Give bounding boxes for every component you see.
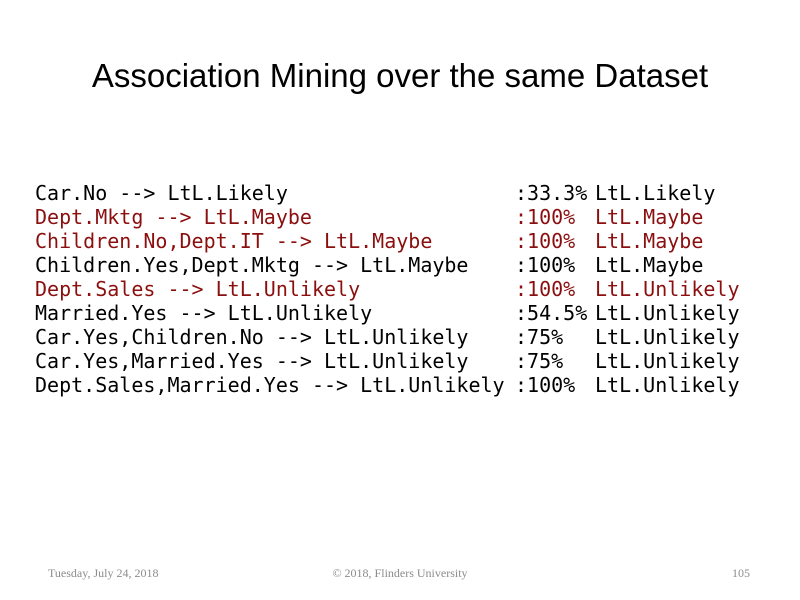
rule-text: Dept.Sales --> LtL.Unlikely (35, 277, 361, 301)
consequent: LtL.Unlikely (595, 277, 740, 301)
consequent: LtL.Unlikely (595, 373, 740, 397)
confidence: :100% (515, 229, 576, 253)
rule-text: Married.Yes --> LtL.Unlikely (35, 301, 373, 325)
confidence: :100% (515, 205, 576, 229)
consequent: LtL.Maybe (595, 253, 704, 277)
rule-text: Children.No,Dept.IT --> LtL.Maybe (35, 229, 433, 253)
rule-text: Car.Yes,Children.No --> LtL.Unlikely (35, 325, 469, 349)
slide-title: Association Mining over the same Dataset (91, 57, 709, 94)
consequent: LtL.Unlikely (595, 301, 740, 325)
confidence: :75% (515, 349, 564, 373)
confidence: :54.5% (515, 301, 588, 325)
confidence: :33.3% (515, 181, 588, 205)
footer-copyright: © 2018, Flinders University (332, 566, 468, 580)
confidence: :100% (515, 373, 576, 397)
rule-text: Dept.Mktg --> LtL.Maybe (35, 205, 312, 229)
rule-text: Car.No --> LtL.Likely (35, 181, 288, 205)
consequent: LtL.Unlikely (595, 349, 740, 373)
consequent: LtL.Maybe (595, 205, 704, 229)
consequent: LtL.Likely (595, 181, 716, 205)
page-number: 105 (732, 566, 750, 580)
confidence: :75% (515, 325, 564, 349)
rule-text: Car.Yes,Married.Yes --> LtL.Unlikely (35, 349, 469, 373)
rule-text: Dept.Sales,Married.Yes --> LtL.Unlikely (35, 373, 505, 397)
footer-date: Tuesday, July 24, 2018 (48, 566, 159, 580)
confidence: :100% (515, 277, 576, 301)
rule-text: Children.Yes,Dept.Mktg --> LtL.Maybe (35, 253, 469, 277)
consequent: LtL.Unlikely (595, 325, 740, 349)
consequent: LtL.Maybe (595, 229, 704, 253)
confidence: :100% (515, 253, 576, 277)
